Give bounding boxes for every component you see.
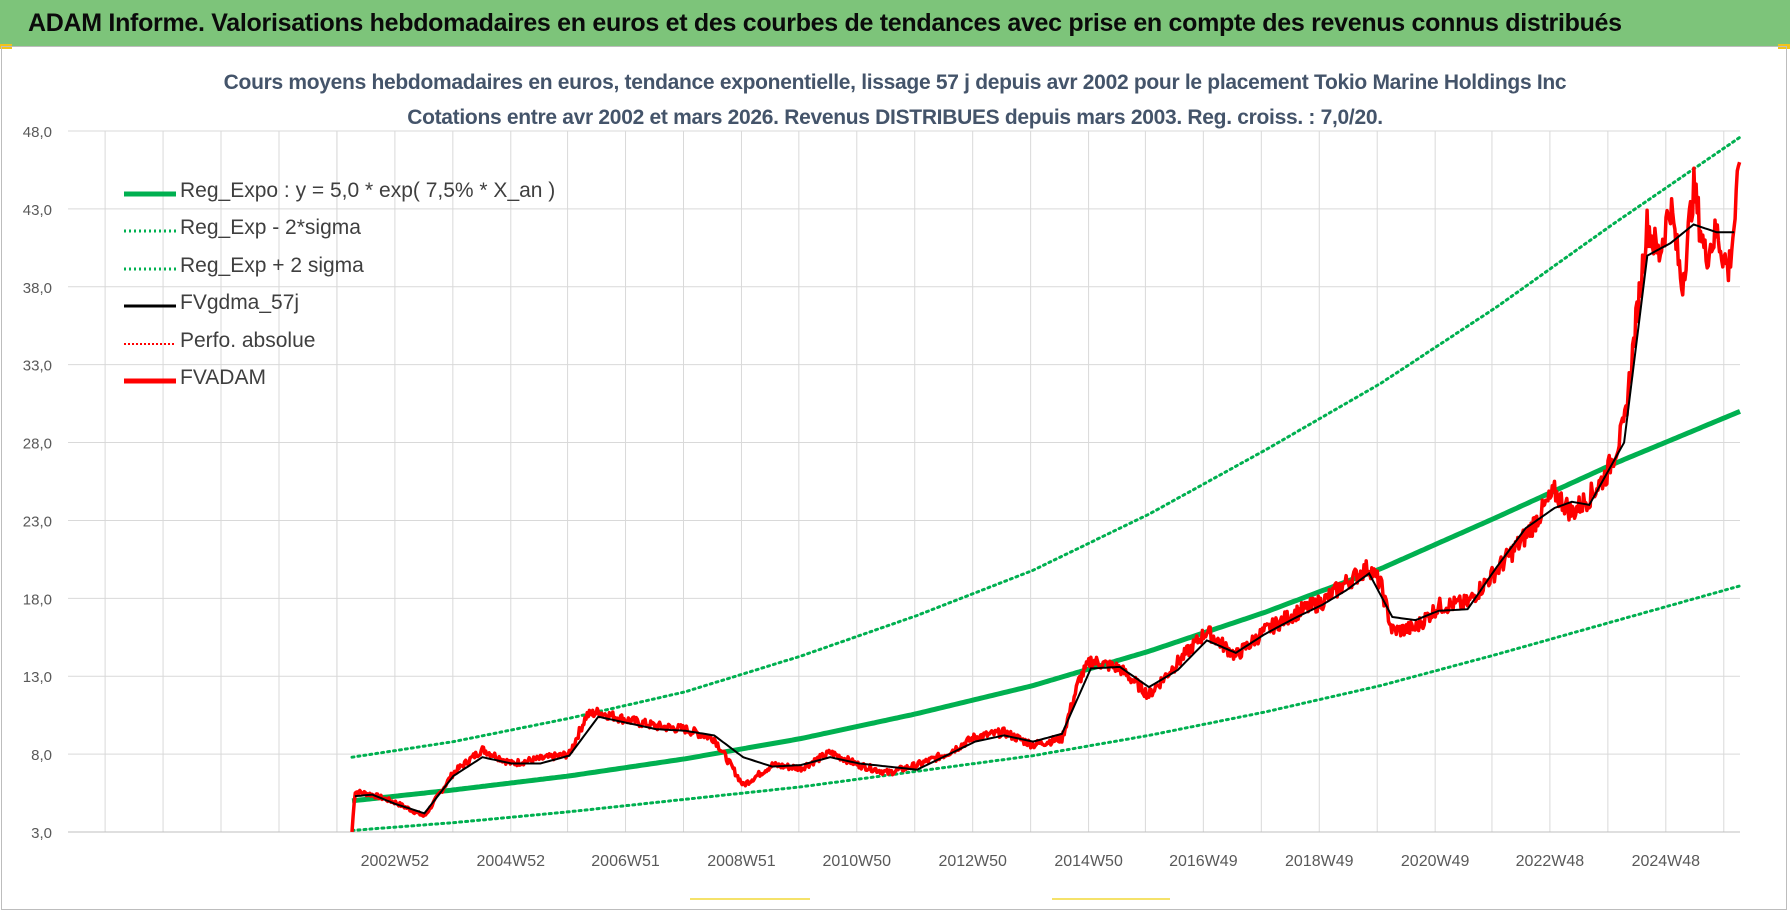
y-tick-label: 38,0 — [23, 280, 52, 297]
y-tick-label: 33,0 — [23, 358, 52, 375]
y-axis: 3,0 8,0 13,0 18,0 23,0 28,0 33,0 38,0 43,0 48,0 — [23, 124, 52, 842]
legend-item-perfo: Perfo. absolue — [124, 322, 555, 360]
y-tick-label: 23,0 — [23, 513, 52, 530]
legend-item-reg-expo: Reg_Expo : y = 5,0 * exp( 7,5% * X_an ) — [124, 172, 555, 210]
y-tick-label: 48,0 — [23, 124, 52, 141]
legend-label: Perfo. absolue — [180, 328, 316, 352]
chart-grid — [68, 130, 1740, 833]
banner-title: ADAM Informe. Valorisations hebdomadaire… — [28, 8, 1622, 37]
x-tick-label: 2008W51 — [707, 853, 776, 870]
chart-subtitle: Cotations entre avr 2002 et mars 2026. R… — [407, 106, 1383, 129]
x-tick-label: 2024W48 — [1632, 853, 1701, 870]
legend-label: FVgdma_57j — [180, 291, 300, 315]
series-line-fvgdma — [354, 223, 1735, 815]
x-tick-label: 2020W49 — [1401, 853, 1470, 870]
y-tick-label: 8,0 — [31, 747, 52, 764]
x-tick-label: 2014W50 — [1054, 853, 1123, 870]
series-line-sigma — [350, 584, 1742, 832]
x-tick-label: 2012W50 — [938, 853, 1007, 870]
legend-item-reg-plus: Reg_Exp + 2 sigma — [124, 247, 555, 285]
y-tick-label: 28,0 — [23, 436, 52, 453]
y-tick-label: 13,0 — [23, 669, 52, 686]
y-tick-label: 3,0 — [31, 825, 52, 842]
legend-item-fvadam: FVADAM — [124, 360, 555, 398]
x-tick-label: 2010W50 — [823, 853, 892, 870]
x-tick-label: 2022W48 — [1516, 853, 1585, 870]
series-line-fvadam — [350, 161, 1742, 833]
chart-frame — [1, 46, 1787, 910]
legend-label: Reg_Exp - 2*sigma — [180, 216, 361, 240]
series-layer — [350, 135, 1742, 833]
x-tick-label: 2016W49 — [1169, 853, 1238, 870]
x-tick-label: 2002W52 — [361, 853, 430, 870]
x-tick-label: 2018W49 — [1285, 853, 1354, 870]
legend-item-fvgdma: FVgdma_57j — [124, 285, 555, 323]
y-tick-label: 43,0 — [23, 202, 52, 219]
x-axis: 2002W52 2004W52 2006W51 2008W51 2010W50 2012W… — [68, 831, 1740, 870]
legend-item-reg-minus: Reg_Exp - 2*sigma — [124, 210, 555, 248]
footer-marker — [1052, 898, 1170, 900]
app-banner: ADAM Informe. Valorisations hebdomadaire… — [0, 0, 1790, 46]
series-line-reg-expo — [351, 409, 1741, 804]
chart-legend: Reg_Expo : y = 5,0 * exp( 7,5% * X_an ) … — [124, 172, 555, 397]
legend-label: Reg_Expo : y = 5,0 * exp( 7,5% * X_an ) — [180, 178, 556, 202]
chart-title: Cours moyens hebdomadaires en euros, ten… — [223, 71, 1567, 94]
legend-label: FVADAM — [180, 366, 266, 390]
legend-label: Reg_Exp + 2 sigma — [180, 253, 364, 277]
y-tick-label: 18,0 — [23, 591, 52, 608]
footer-marker — [690, 898, 810, 900]
series-line-sigma — [350, 135, 1742, 759]
x-tick-label: 2004W52 — [477, 853, 546, 870]
x-tick-label: 2006W51 — [591, 853, 660, 870]
